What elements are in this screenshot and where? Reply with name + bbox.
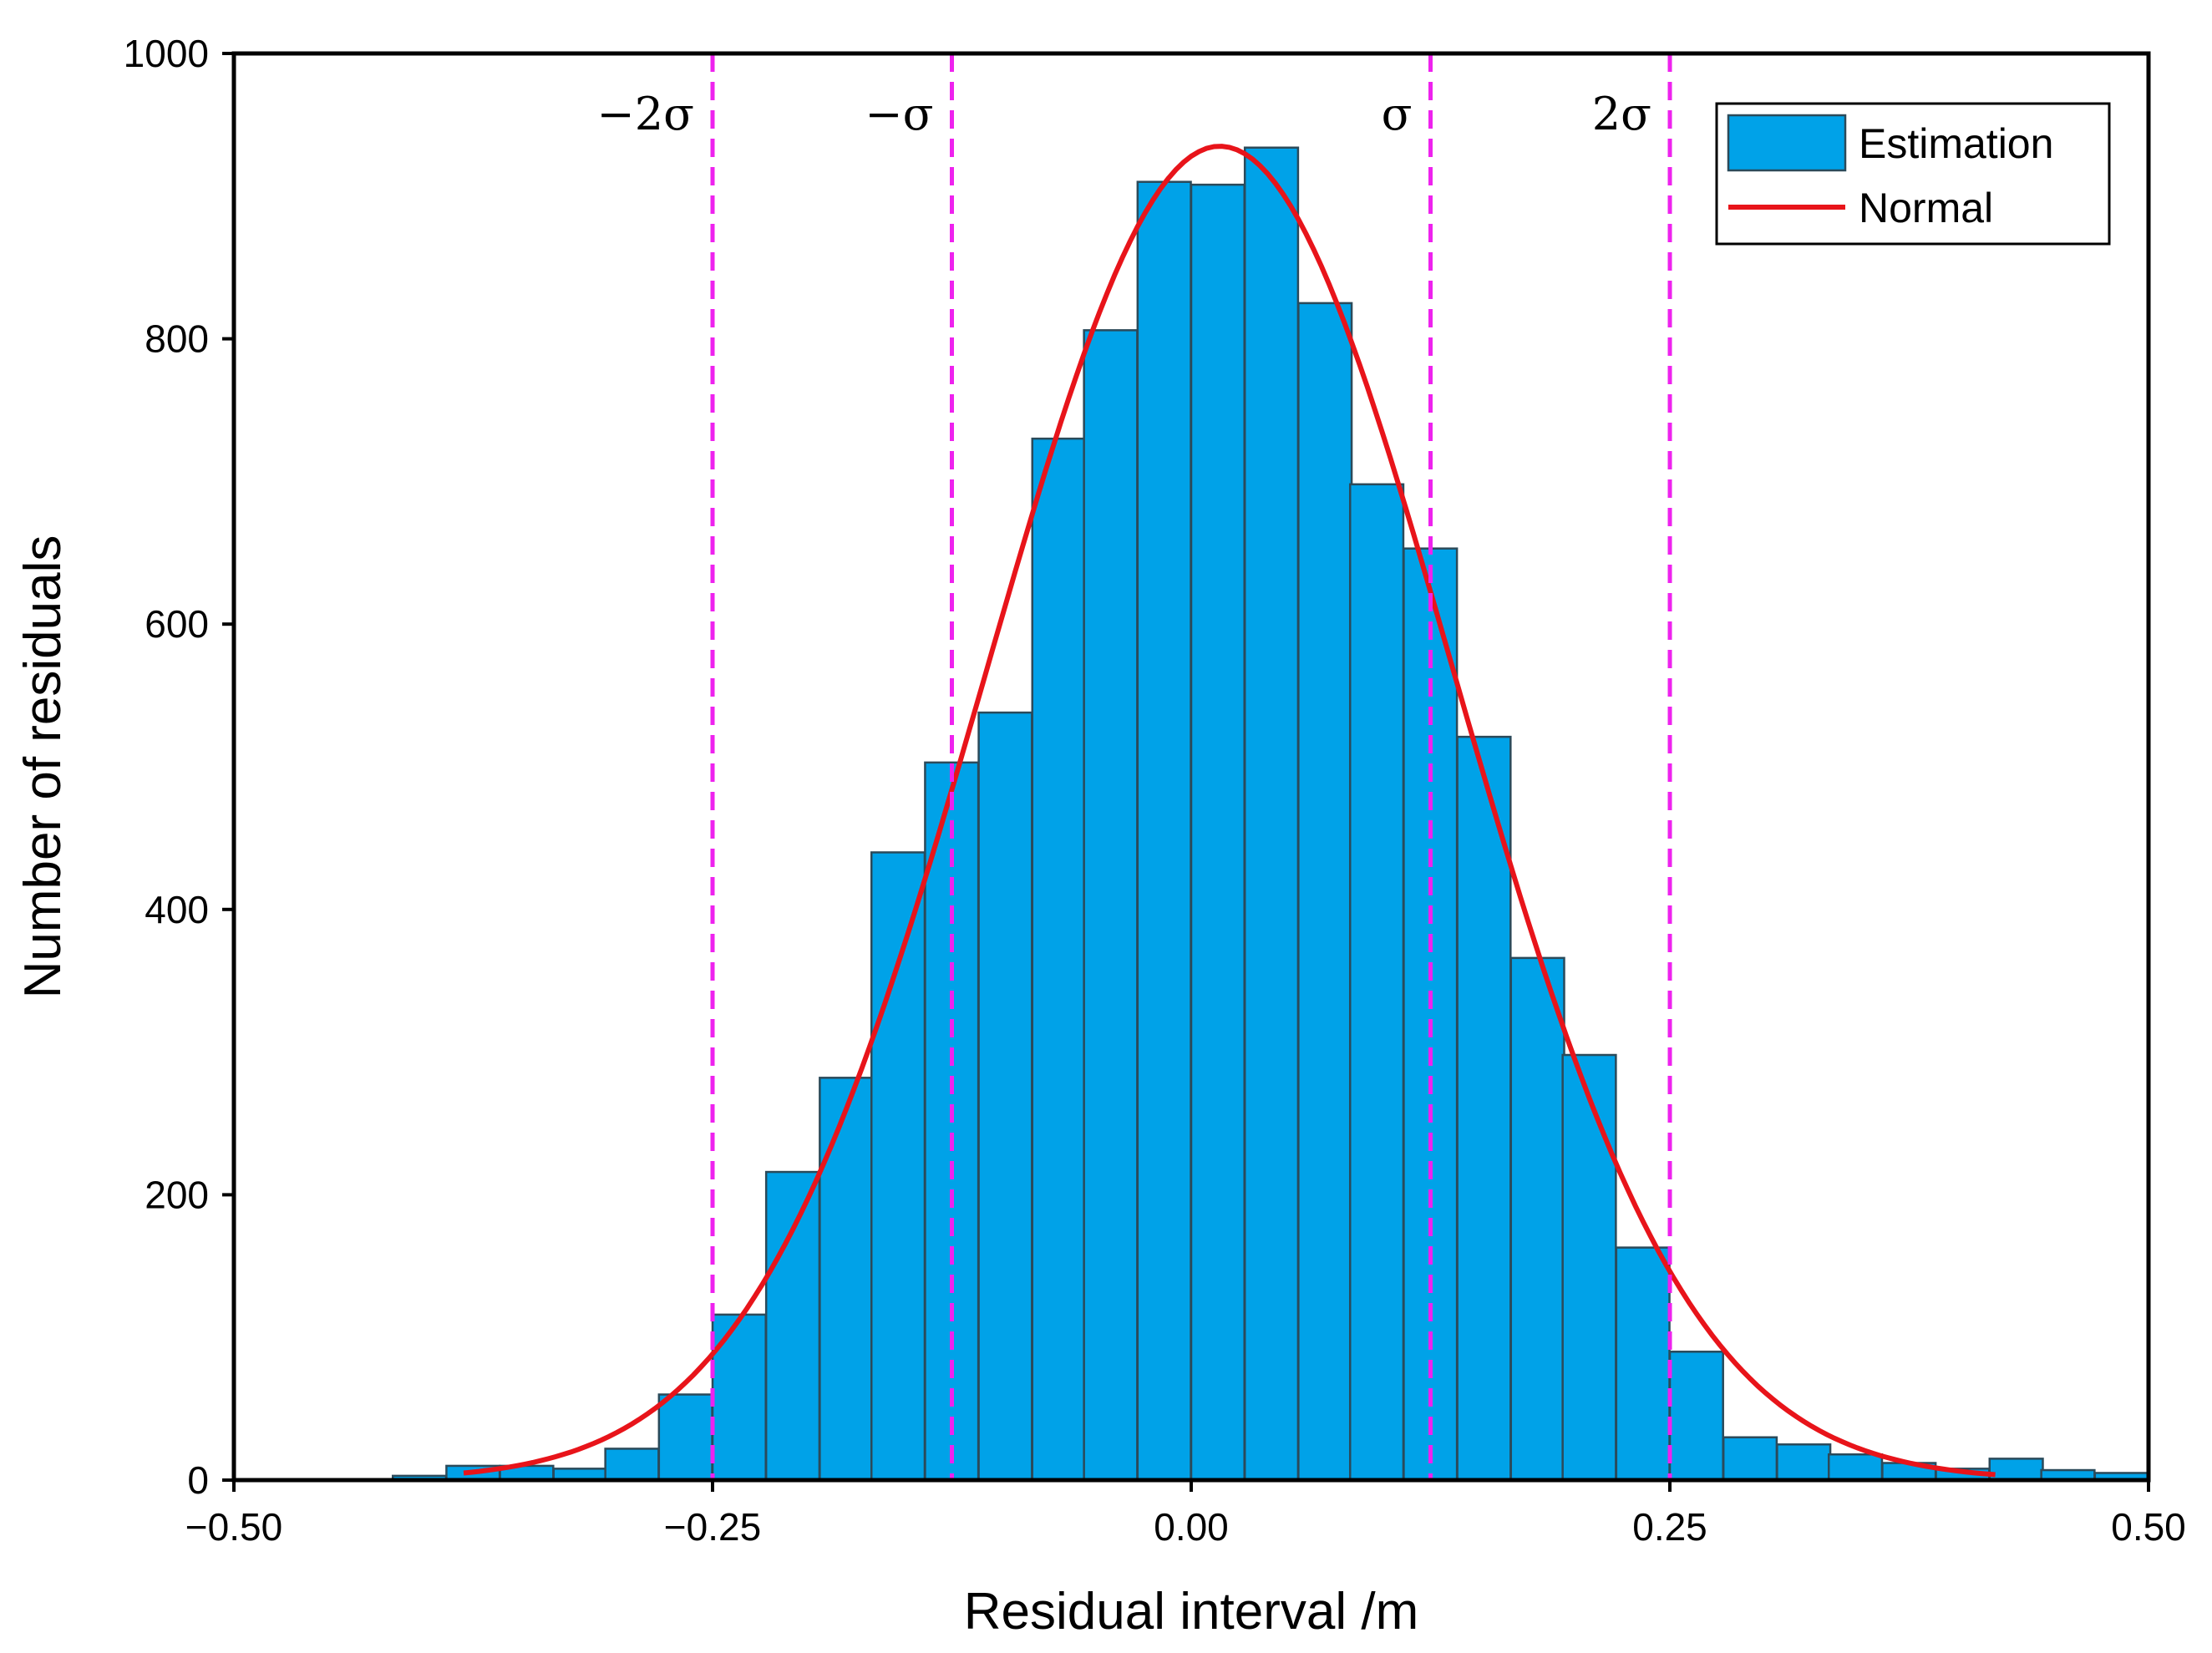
legend-label-estimation: Estimation bbox=[1859, 120, 2053, 167]
histogram-bar bbox=[1668, 1351, 1724, 1482]
y-tick-label: 1000 bbox=[124, 32, 209, 75]
y-tick-label: 600 bbox=[145, 602, 209, 646]
histogram-bar bbox=[1297, 302, 1353, 1482]
x-tick-label: 0.25 bbox=[1632, 1505, 1707, 1549]
histogram-bar bbox=[977, 711, 1033, 1482]
sigma-label: 2σ bbox=[1592, 88, 1651, 140]
legend: Estimation Normal bbox=[1715, 102, 2111, 246]
histogram-bar bbox=[1403, 547, 1459, 1482]
histogram-bar bbox=[711, 1313, 767, 1482]
x-axis-title: Residual interval /m bbox=[964, 1583, 1418, 1640]
histogram-bar bbox=[1827, 1453, 1884, 1482]
histogram-bar bbox=[1083, 329, 1139, 1482]
histogram-bar bbox=[1561, 1053, 1617, 1482]
histogram-bar bbox=[604, 1448, 660, 1482]
histogram-bar bbox=[870, 851, 926, 1482]
y-tick-label: 0 bbox=[187, 1458, 209, 1502]
legend-swatch-estimation bbox=[1727, 114, 1847, 172]
reference-lines-layer: −2σ −σ σ 2σ bbox=[597, 53, 1672, 1480]
histogram-bar bbox=[1348, 483, 1405, 1482]
histogram-bar bbox=[657, 1393, 713, 1482]
x-tick-label: 0.50 bbox=[2111, 1505, 2186, 1549]
y-axis-title: Number of residuals bbox=[14, 535, 72, 999]
histogram-bar bbox=[1509, 956, 1565, 1482]
x-tick-label: −0.25 bbox=[664, 1505, 761, 1549]
y-tick-label: 200 bbox=[145, 1173, 209, 1216]
histogram-bar bbox=[1988, 1458, 2044, 1482]
histogram-bar bbox=[1243, 146, 1300, 1482]
histogram-bar bbox=[819, 1077, 875, 1482]
sigma-label: −2σ bbox=[597, 88, 694, 140]
histogram-bar bbox=[1190, 183, 1246, 1482]
histogram-bar bbox=[1456, 735, 1512, 1482]
histogram-bar bbox=[1031, 437, 1087, 1482]
sigma-label: σ bbox=[1382, 88, 1413, 140]
normal-curve bbox=[463, 144, 1996, 1478]
histogram-bar bbox=[1776, 1443, 1832, 1482]
histogram-bar bbox=[1136, 180, 1192, 1482]
x-tick-label: 0.00 bbox=[1154, 1505, 1229, 1549]
sigma-label: −σ bbox=[865, 88, 933, 140]
histogram-bar bbox=[1615, 1246, 1671, 1482]
legend-label-normal: Normal bbox=[1859, 185, 1993, 231]
curve-layer bbox=[463, 144, 1996, 1478]
y-tick-label: 800 bbox=[145, 317, 209, 361]
bars-layer bbox=[391, 146, 2149, 1482]
histogram-bar bbox=[764, 1170, 821, 1482]
ticks-layer: −0.50 −0.25 0.00 0.25 0.50 0 200 400 600 800 1000 bbox=[124, 32, 2186, 1549]
x-tick-label: −0.50 bbox=[185, 1505, 282, 1549]
y-tick-label: 400 bbox=[145, 888, 209, 931]
histogram-bar bbox=[1722, 1436, 1778, 1482]
